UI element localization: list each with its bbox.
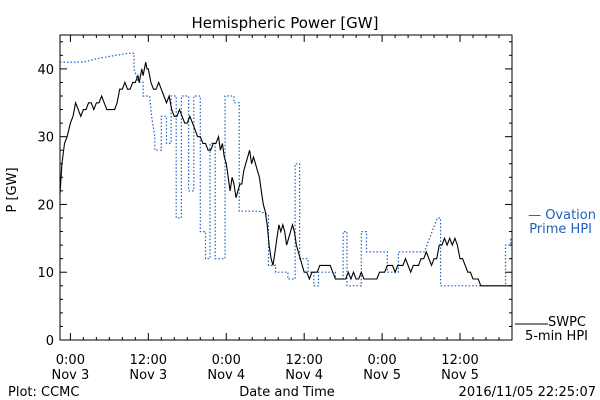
y-tick-label: 10	[37, 266, 54, 281]
y-tick-label: 20	[37, 198, 54, 213]
x-tick-date-label: Nov 5	[441, 368, 479, 383]
legend-swpc-line2: 5-min HPI	[525, 329, 588, 344]
y-axis-label: P [GW]	[5, 167, 20, 212]
x-tick-time-label: 0:00	[56, 353, 85, 368]
y-tick-label: 0	[46, 334, 54, 349]
x-tick-date-label: Nov 5	[363, 368, 401, 383]
legend-swpc-line1: SWPC	[548, 315, 586, 330]
x-axis-label: Date and Time	[239, 385, 335, 400]
series-ovation-prime-hpi-line	[60, 52, 512, 287]
x-tick-time-label: 12:00	[130, 353, 167, 368]
plot-frame	[59, 34, 513, 341]
footer-timestamp: 2016/11/05 22:25:07	[459, 385, 596, 400]
series-swpc-5min-hpi-line	[59, 61, 512, 287]
footer-source-label: Plot: CCMC	[8, 385, 79, 400]
x-tick-time-label: 0:00	[212, 353, 241, 368]
x-tick-date-label: Nov 4	[207, 368, 245, 383]
y-tick-label: 40	[37, 63, 54, 78]
y-tick-label: 30	[37, 131, 54, 146]
x-tick-date-label: Nov 3	[129, 368, 167, 383]
x-tick-time-label: 12:00	[285, 353, 322, 368]
chart-title: Hemispheric Power [GW]	[192, 14, 379, 32]
x-tick-time-label: 0:00	[368, 353, 397, 368]
legend-ovation-line1: — Ovation	[528, 208, 596, 223]
legend-ovation-line2: Prime HPI	[529, 222, 592, 237]
x-tick-time-label: 12:00	[441, 353, 478, 368]
x-tick-date-label: Nov 3	[52, 368, 90, 383]
x-tick-date-label: Nov 4	[285, 368, 323, 383]
